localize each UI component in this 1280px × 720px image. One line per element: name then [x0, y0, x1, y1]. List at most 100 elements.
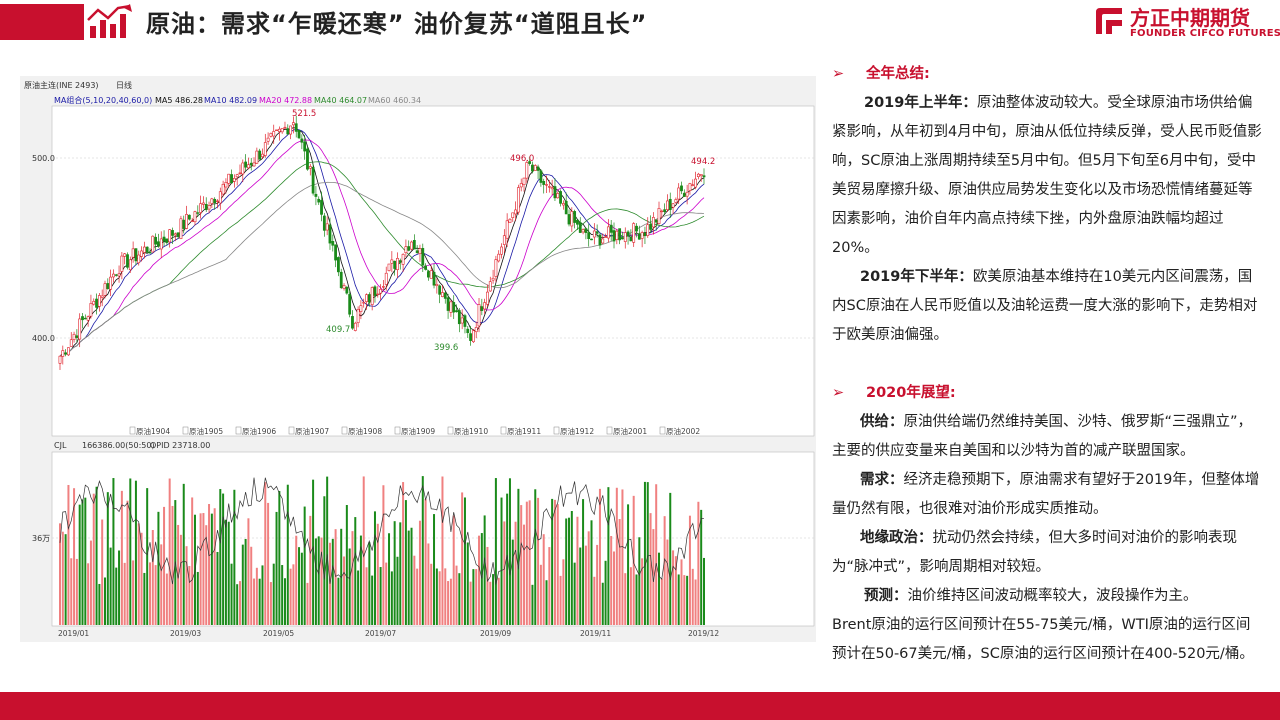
vol-tick: 36万 — [32, 534, 50, 543]
candle-body — [477, 304, 481, 327]
volume-bar — [348, 548, 351, 625]
candle-body — [427, 271, 430, 278]
volume-bar — [458, 573, 461, 625]
candle-body — [533, 165, 537, 171]
volume-bar — [357, 570, 360, 625]
volume-bar — [410, 527, 413, 625]
candle-body — [353, 322, 357, 331]
volume-bar — [132, 560, 135, 625]
volume-bar — [163, 506, 166, 625]
volume-bar — [148, 562, 151, 625]
volume-bar — [511, 539, 514, 625]
volume-bar — [222, 493, 225, 625]
candle-body — [441, 292, 444, 297]
contract-marker — [659, 426, 666, 435]
volume-bar — [506, 493, 509, 625]
volume-bar — [120, 490, 123, 625]
candle-body — [345, 286, 349, 294]
candle-body — [249, 162, 253, 166]
candle-body — [668, 198, 672, 211]
volume-bar — [78, 504, 81, 625]
candle-body — [387, 263, 391, 271]
candle-body — [359, 305, 363, 312]
volume-bar — [627, 504, 630, 625]
volume-bar — [258, 578, 261, 625]
candle-body — [348, 294, 352, 315]
candle-body — [567, 214, 571, 225]
annotation-low-1: 409.7 — [326, 325, 350, 335]
volume-bar — [455, 565, 458, 625]
candle-body — [64, 352, 68, 355]
volume-bar — [154, 565, 157, 625]
volume-bar — [281, 565, 284, 625]
candle-body — [142, 246, 146, 253]
candle-body — [314, 193, 318, 197]
geopolitics-paragraph: 地缘政治：扰动仍然会持续，但大多时间对油价的影响表现为“脉冲式”，影响周期相对较… — [832, 530, 1237, 575]
candle-body — [384, 272, 388, 285]
candle-body — [651, 217, 655, 228]
candle-body — [328, 224, 332, 244]
candle-body — [106, 283, 110, 289]
candle-body — [621, 237, 624, 240]
volume-bar — [89, 540, 92, 625]
volume-bar — [579, 547, 582, 625]
ma-line-ma60 — [59, 181, 705, 357]
contract-marker — [553, 426, 560, 435]
volume-bar — [399, 522, 402, 625]
x-axis-label: 2019/09 — [480, 629, 511, 638]
candle-body — [297, 130, 301, 139]
volume-bar — [562, 559, 565, 625]
volume-bar — [472, 569, 475, 625]
volume-bar — [452, 515, 455, 625]
ma40-label: MA40 464.07 — [314, 96, 367, 105]
chart-instrument: 原油主连(INE 2493) — [24, 80, 99, 90]
volume-bar — [593, 576, 596, 625]
candle-body — [202, 202, 205, 205]
volume-bar — [354, 517, 357, 625]
candle-body — [587, 232, 591, 239]
candle-body — [500, 246, 503, 255]
contract-marker — [447, 426, 454, 435]
volume-bar — [441, 476, 444, 625]
candle-body — [559, 191, 562, 204]
volume-bar — [435, 568, 438, 625]
volume-bar — [517, 488, 520, 625]
volume-bar — [674, 556, 677, 625]
volume-bar — [185, 546, 188, 625]
volume-bar — [236, 584, 239, 625]
volume-bar — [573, 562, 576, 625]
candle-body — [185, 214, 188, 229]
volume-bar — [213, 508, 216, 625]
x-axis-label: 2019/11 — [580, 629, 611, 638]
volume-bar — [582, 499, 585, 625]
volume-bar — [269, 582, 272, 625]
demand-paragraph: 需求：经济走稳预期下，原油需求有望好于2019年，但整体增量仍然有限，也很难对油… — [832, 472, 1260, 517]
volume-bar — [658, 552, 661, 625]
candle-body — [283, 126, 287, 129]
candle-body — [112, 273, 115, 278]
candle-body — [404, 246, 408, 253]
candle-body — [362, 302, 366, 304]
contract-label: 原油1912 — [560, 426, 594, 436]
volume-bar — [343, 556, 346, 625]
volume-bar — [188, 566, 191, 625]
volume-bar — [610, 535, 613, 625]
candle-body — [286, 128, 290, 135]
header-bar: 原油：需求“乍暖还寒” 油价复苏“道阻且长” 方正中期期货 FOUNDER CI… — [0, 0, 1280, 44]
candle-body — [604, 236, 607, 238]
candle-body — [393, 260, 397, 269]
volume-bar — [514, 521, 517, 625]
volume-bar — [250, 546, 253, 625]
candle-body — [466, 328, 470, 334]
volume-bar — [635, 574, 638, 625]
company-logo: 方正中期期货 FOUNDER CIFCO FUTURES — [1092, 2, 1280, 42]
volume-bar — [570, 511, 573, 625]
volume-bar — [337, 577, 340, 625]
volume-bar — [264, 482, 267, 625]
candle-body — [699, 174, 703, 177]
candle-body — [339, 271, 343, 289]
contract-label: 原油1904 — [136, 426, 170, 436]
volume-bar — [393, 521, 396, 625]
volume-bar — [208, 504, 211, 625]
candle-body — [207, 205, 211, 210]
